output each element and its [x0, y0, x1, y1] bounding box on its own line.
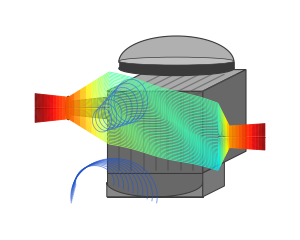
Ellipse shape	[65, 96, 71, 120]
Ellipse shape	[218, 120, 222, 136]
Polygon shape	[107, 173, 203, 197]
Polygon shape	[220, 123, 232, 144]
Ellipse shape	[119, 61, 234, 76]
Polygon shape	[68, 97, 107, 119]
Polygon shape	[203, 70, 246, 173]
Ellipse shape	[229, 127, 235, 147]
Ellipse shape	[105, 98, 109, 118]
Polygon shape	[119, 36, 234, 62]
Polygon shape	[107, 70, 246, 91]
Polygon shape	[203, 162, 224, 197]
Polygon shape	[119, 62, 234, 68]
Polygon shape	[107, 182, 203, 197]
Ellipse shape	[119, 57, 234, 65]
Polygon shape	[107, 91, 203, 173]
